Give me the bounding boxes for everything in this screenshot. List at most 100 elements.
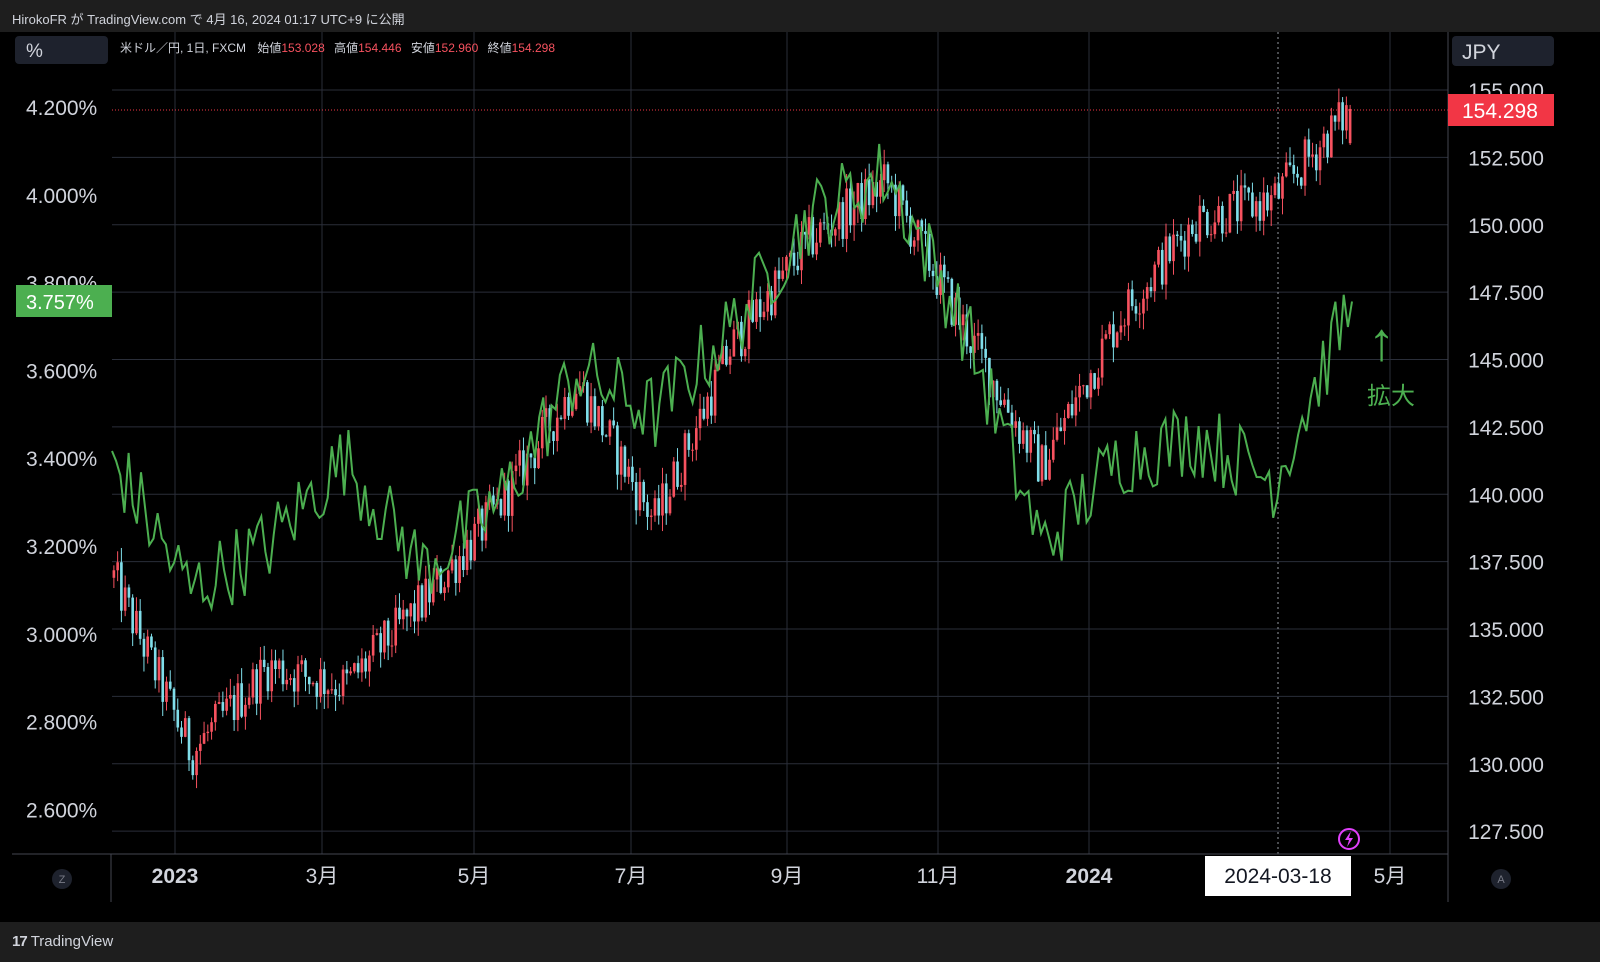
candle-body (570, 409, 574, 416)
candle-body (375, 633, 379, 635)
candle-body (225, 698, 228, 711)
plot-area[interactable]: ↑ 拡大 米ドル／円, 1日, FXCM 始値153.028 高値154.446… (111, 32, 1448, 854)
candle-body (1311, 154, 1314, 157)
legend-high-value: 154.446 (358, 41, 402, 55)
candle-body (845, 188, 848, 239)
candle-body (905, 200, 909, 216)
candle-body (191, 760, 195, 776)
candle-body (1036, 434, 1040, 482)
candle-body (503, 480, 506, 516)
candle-body (657, 498, 661, 516)
candle-body (721, 345, 724, 365)
candle-body (1172, 234, 1175, 262)
right-unit-box[interactable] (1452, 36, 1554, 66)
candle-series (112, 88, 1352, 789)
candle-body (1055, 427, 1059, 440)
candle-body (589, 396, 593, 423)
candle-body (240, 683, 243, 717)
candle-body (1190, 224, 1194, 234)
published-line: HirokoFR が TradingView.com で 4月 16, 2024… (12, 12, 405, 27)
candle-body (1243, 185, 1247, 188)
right-price-scale[interactable]: JPY 155.000152.500150.000147.500145.0001… (1447, 32, 1554, 902)
candle-body (1130, 289, 1134, 307)
candle-body (1209, 234, 1213, 236)
candle-body (529, 453, 533, 458)
candle-body (634, 482, 638, 511)
candle-body (349, 671, 352, 674)
candle-body (1262, 192, 1266, 221)
candle-body (1251, 192, 1254, 217)
candle-body (834, 229, 837, 236)
expansion-annotation: ↑ 拡大 (1367, 312, 1415, 410)
candle-body (1299, 177, 1303, 186)
candle-body (1183, 240, 1187, 257)
candle-body (307, 676, 311, 685)
candle-body (304, 660, 307, 677)
left-unit-box[interactable] (15, 36, 108, 64)
candle-body (1273, 183, 1277, 196)
candle-body (894, 184, 897, 217)
time-tick-label: 7月 (615, 865, 648, 888)
scale-toggle-a[interactable] (1491, 869, 1511, 889)
candle-body (1021, 430, 1025, 444)
candle-body (1236, 190, 1239, 222)
candle-body (1345, 105, 1348, 131)
tradingview-logo[interactable]: 17 TradingView (12, 933, 113, 950)
candle-body (1059, 427, 1063, 432)
left-tick-labels: 4.200%4.000%3.800%3.600%3.400%3.200%3.00… (26, 97, 97, 822)
candle-body (623, 446, 627, 477)
candle-body (285, 679, 289, 685)
candle-body (353, 663, 356, 672)
candle-body (341, 669, 345, 697)
candle-body (259, 659, 262, 704)
scale-toggle-z[interactable] (52, 869, 72, 889)
lightning-icon[interactable] (1338, 828, 1360, 850)
chart-canvas[interactable]: % 4.200%4.000%3.800%3.600%3.400%3.200%3.… (12, 32, 1588, 922)
candle-body (390, 645, 394, 647)
candle-body (120, 562, 123, 611)
candle-body (694, 428, 698, 450)
left-price-scale[interactable]: % 4.200%4.000%3.800%3.600%3.400%3.200%3.… (15, 36, 112, 822)
candle-body (642, 481, 646, 503)
candle-body (920, 220, 924, 232)
candle-body (424, 578, 428, 618)
candle-body (886, 164, 890, 184)
up-arrow-icon: ↑ (1368, 312, 1395, 372)
candle-body (300, 660, 304, 665)
candle-body (995, 380, 999, 401)
candle-body (942, 264, 946, 278)
candle-body (229, 694, 232, 699)
candle-body (856, 183, 860, 208)
candle-body (1078, 385, 1081, 398)
legend-low-value: 152.960 (435, 41, 479, 55)
right-tick-labels: 155.000152.500150.000147.500145.000142.5… (1468, 80, 1544, 844)
candle-body (469, 539, 473, 561)
candle-body (1232, 190, 1235, 194)
candle-body (976, 333, 980, 336)
candle-body (973, 335, 976, 353)
grid-lines (112, 32, 1448, 854)
candle-body (1157, 249, 1160, 265)
candle-body (537, 448, 540, 469)
candle-body (255, 669, 258, 704)
candle-body (247, 697, 251, 705)
candle-body (961, 314, 965, 326)
time-axis[interactable]: 2023 3月 5月 7月 9月 11月 2024 5月 2024-03-18 Z A (12, 853, 1511, 902)
right-tick-label: 142.500 (1468, 417, 1544, 440)
tv-mark-icon: 17 (12, 933, 28, 950)
candle-body (510, 471, 514, 516)
candle-body (413, 603, 416, 622)
candle-body (161, 657, 165, 702)
candle-body (946, 277, 950, 279)
right-tick-label: 147.500 (1468, 282, 1544, 305)
candle-body (1288, 162, 1292, 166)
legend-close-label: 終値 (488, 40, 512, 55)
candle-body (198, 743, 202, 751)
candle-body (1333, 115, 1337, 122)
candle-body (1254, 201, 1258, 217)
time-tick-label: 2024 (1066, 865, 1113, 888)
candle-body (1048, 459, 1051, 480)
candle-body (416, 585, 420, 622)
candle-body (315, 682, 319, 697)
candle-body (1127, 289, 1130, 326)
